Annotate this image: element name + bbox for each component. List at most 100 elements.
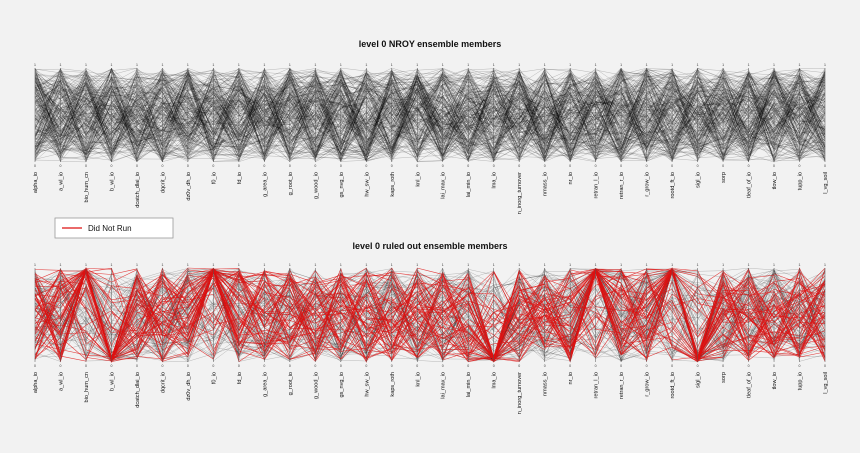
tick-label-top: 1 [238,63,240,67]
nroy-axis-group: 1 0 1 0 1 0 1 0 1 0 1 0 1 0 1 0 1 0 1 0 1 0 1 0 1 0 1 0 1 0 1 0 1 0 1 0 1 0 1 0… [34,63,826,168]
ensemble-member-line [34,70,826,159]
ensemble-member-line [34,75,826,162]
ensemble-member-line [34,67,826,161]
ensemble-member-line [34,71,826,157]
tick-label-bottom: 0 [646,164,648,168]
ensemble-member-line [34,72,826,162]
ensemble-member-line [34,67,826,161]
ensemble-member-line [34,71,826,162]
ensemble-member-line [34,70,826,162]
ensemble-member-line [34,70,826,160]
ensemble-member-line [34,71,826,163]
tick-label-bottom: 0 [799,364,801,368]
tick-label-bottom: 0 [493,164,495,168]
ensemble-member-line [34,69,826,162]
ensemble-member-line [34,73,826,162]
ensemble-member-line [34,68,826,162]
ensemble-member-line [34,73,826,160]
ensemble-member-line [34,69,826,161]
ensemble-member-line [34,71,826,162]
ensemble-member-line [34,69,826,153]
ruled-out-line-group [34,266,826,363]
ensemble-member-line [34,72,826,162]
ensemble-member-line [34,79,826,162]
axis-label-kaps_roth: kaps_roth [390,372,396,397]
axis-label-dqcrit_io: dqcrit_io [160,372,166,393]
ensemble-member-line [34,67,826,161]
ensemble-member-line [34,71,826,163]
axis-label-dcatch_dlai_io: dcatch_dlai_io [135,372,141,408]
ensemble-member-line [34,69,826,157]
ensemble-member-line [34,75,826,163]
tick-label-bottom: 0 [365,364,367,368]
ruled-out-axis-group: 1 0 1 0 1 0 1 0 1 0 1 0 1 0 1 0 1 0 1 0 1 0 1 0 1 0 1 0 1 0 1 0 1 0 1 0 1 0 1 0… [34,263,826,368]
ensemble-member-line [34,68,826,161]
ensemble-member-line [34,72,826,163]
ensemble-member-line [34,71,826,153]
axis-label-nr_io: nr_io [568,172,574,184]
ensemble-member-line [34,68,826,160]
tick-label-top: 1 [620,263,622,267]
ensemble-member-line [34,67,826,163]
tick-label-top: 1 [595,63,597,67]
ensemble-member-line [34,69,826,162]
tick-label-bottom: 0 [569,164,571,168]
tick-label-top: 1 [493,263,495,267]
nroy-line-group [34,67,826,163]
ensemble-member-line [34,67,826,163]
ensemble-member-line [34,67,826,154]
axis-label-g_root_io: g_root_io [288,172,294,195]
ensemble-member-line [34,68,826,162]
tick-label-top: 1 [646,63,648,67]
ensemble-member-line [34,72,826,160]
ensemble-member-line [34,70,826,156]
tick-label-top: 1 [314,263,316,267]
ensemble-member-line [34,76,826,162]
ensemble-member-line [34,86,826,162]
tick-label-top: 1 [289,63,291,67]
ensemble-member-line [34,68,826,162]
ensemble-member-line [34,68,826,162]
legend-label-did-not-run: Did Not Run [88,224,132,233]
ensemble-member-line [34,68,826,159]
did-not-run-line [34,267,826,361]
ensemble-member-line [34,71,826,161]
nroy-panel: level 0 NROY ensemble members 1 0 1 0 1 0 1 0 1 0… [33,39,829,214]
ensemble-member-line [34,73,826,161]
ensemble-member-line [34,67,826,162]
ensemble-member-line [34,68,826,163]
tick-label-top: 1 [110,63,112,67]
ensemble-member-line [34,68,826,161]
ensemble-member-line [34,68,826,154]
ensemble-member-line [34,75,826,162]
did-not-run-line [34,267,826,361]
tick-label-bottom: 0 [187,164,189,168]
ensemble-member-line [34,68,826,160]
tick-label-top: 1 [748,63,750,67]
tick-label-bottom: 0 [289,364,291,368]
ensemble-member-line [34,68,826,159]
tick-label-top: 1 [391,63,393,67]
did-not-run-line [34,267,826,360]
tick-label-bottom: 0 [365,164,367,168]
tick-label-bottom: 0 [773,364,775,368]
ensemble-member-line [34,69,826,161]
ensemble-member-line [34,76,826,162]
ensemble-member-line [34,72,826,160]
ensemble-member-line [34,268,826,362]
ensemble-member-line [34,67,826,162]
tick-label-bottom: 0 [136,164,138,168]
ensemble-member-line [34,71,826,163]
ensemble-member-line [34,68,826,161]
tick-label-top: 1 [238,263,240,267]
ensemble-member-line [34,69,826,162]
ensemble-member-line [34,68,826,163]
tick-label-top: 1 [289,263,291,267]
ensemble-member-line [34,67,826,163]
ensemble-member-line [34,76,826,159]
tick-label-top: 1 [646,263,648,267]
legend-box [54,217,174,239]
ensemble-member-line [35,269,826,360]
ensemble-member-line [34,73,826,158]
ensemble-member-line [34,68,826,161]
